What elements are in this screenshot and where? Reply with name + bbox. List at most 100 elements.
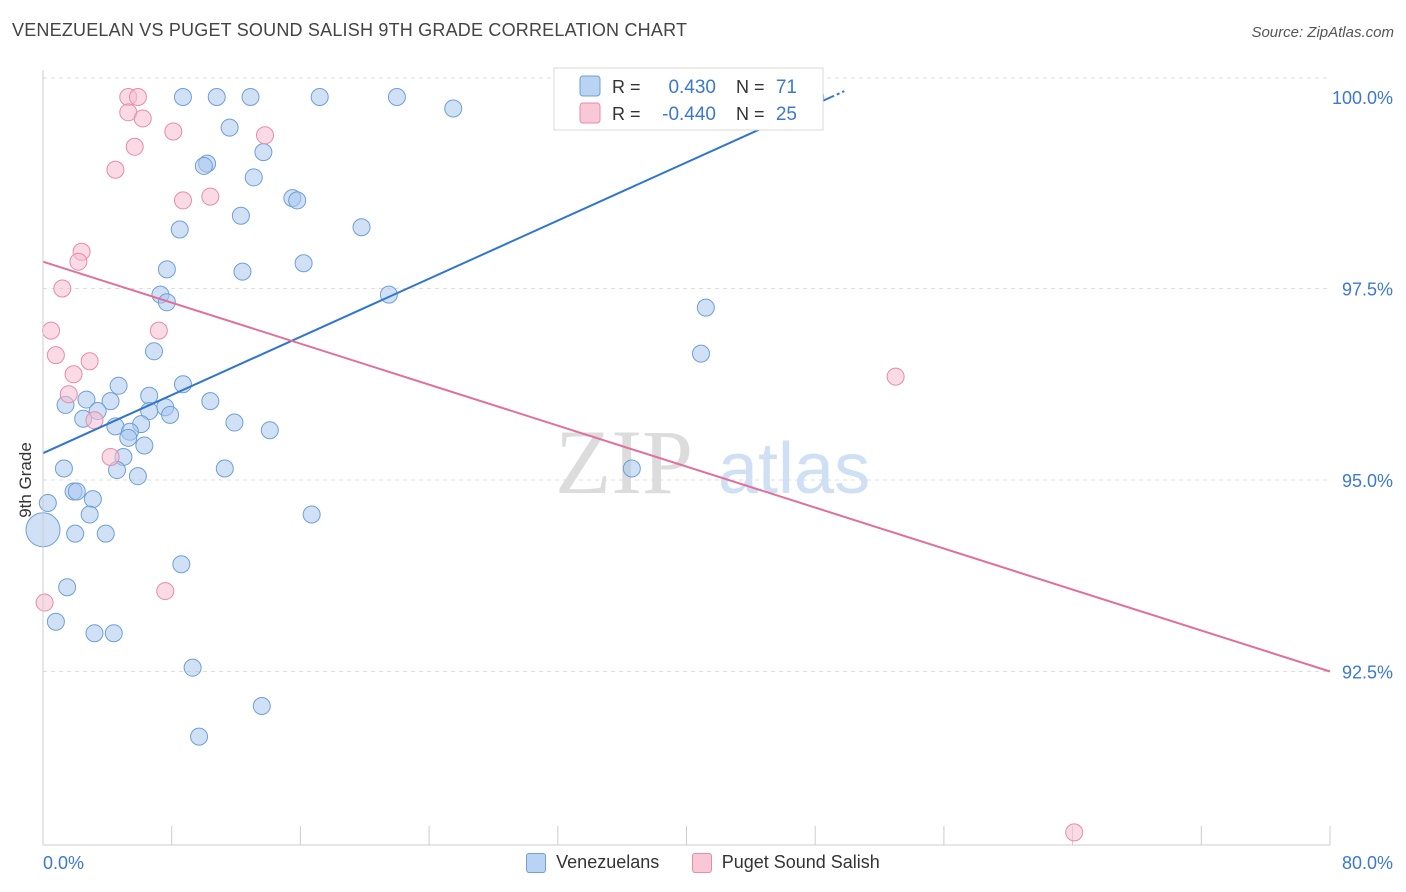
point-venezuelans-48 <box>215 459 234 478</box>
point-venezuelans-63 <box>85 624 104 643</box>
legend-swatch-venezuelans <box>526 852 547 873</box>
point-puget-21 <box>101 448 120 467</box>
point-puget-1 <box>128 88 147 106</box>
point-venezuelans-10 <box>194 156 213 175</box>
point-venezuelans-4 <box>387 88 406 106</box>
x-tick-label-max: 80.0% <box>1342 853 1393 873</box>
point-venezuelans-2 <box>241 88 260 106</box>
point-puget-15 <box>46 346 65 365</box>
point-venezuelans-15 <box>170 220 189 239</box>
point-puget-16 <box>80 352 99 371</box>
point-venezuelans-65 <box>183 658 202 677</box>
stats-r-value-1: 0.430 <box>668 77 716 98</box>
point-venezuelans-67 <box>190 727 209 746</box>
axis-layer <box>42 70 1330 846</box>
trend-line-puget <box>42 260 1331 673</box>
x-tick-layer <box>171 826 1331 845</box>
legend-item-venezuelans: Venezuelans <box>526 852 659 873</box>
stats-swatch-venezuelans <box>579 75 601 97</box>
point-venezuelans-29 <box>77 390 96 409</box>
point-venezuelans-33 <box>201 392 220 411</box>
y-axis-label: 9th Grade <box>16 442 35 518</box>
point-puget-9 <box>201 187 220 206</box>
y-tick-label-3: 100.0% <box>1332 88 1393 108</box>
point-venezuelans-0 <box>173 88 192 106</box>
point-puget-6 <box>125 137 144 156</box>
point-venezuelans-44 <box>135 436 154 455</box>
point-venezuelans-19 <box>294 254 313 273</box>
point-puget-19 <box>59 385 78 404</box>
point-venezuelans-58 <box>66 524 85 543</box>
stats-swatch-puget <box>579 102 601 124</box>
point-venezuelans-22 <box>157 293 176 312</box>
y-axis-label-wrap: 9th Grade <box>6 380 46 580</box>
stats-n-value-1: 71 <box>776 77 797 98</box>
point-venezuelans-50 <box>128 467 147 486</box>
point-puget-8 <box>173 191 192 210</box>
point-venezuelans-23 <box>696 298 715 317</box>
point-puget-5 <box>256 126 275 145</box>
point-venezuelans-3 <box>310 88 329 106</box>
y-tick-label-0: 92.5% <box>1342 663 1393 683</box>
point-venezuelans-53 <box>38 493 57 512</box>
x-tick-label-min: 0.0% <box>43 853 84 873</box>
point-puget-22 <box>156 582 175 601</box>
trend-line-venezuelans <box>42 96 832 455</box>
point-venezuelans-52 <box>67 482 86 501</box>
point-venezuelans-62 <box>46 612 65 631</box>
point-venezuelans-55 <box>302 505 321 524</box>
point-venezuelans-25 <box>691 344 710 363</box>
y-tick-label-1: 95.0% <box>1342 471 1393 491</box>
point-venezuelans-38 <box>225 413 244 432</box>
source-label: Source: ZipAtlas.com <box>1251 24 1394 41</box>
point-venezuelans-43 <box>119 428 138 447</box>
watermark-atlas: atlas <box>718 429 870 509</box>
point-venezuelans-26 <box>109 376 128 395</box>
point-venezuelans-59 <box>96 524 115 543</box>
point-venezuelans-24 <box>145 342 164 361</box>
point-puget-4 <box>164 122 183 141</box>
bottom-legend: Venezuelans Puget Sound Salish <box>0 852 1406 878</box>
stats-r-value-2: -0.440 <box>662 104 716 125</box>
y-tick-label-layer: 92.5% 95.0% 97.5% 100.0% <box>1332 88 1393 683</box>
point-venezuelans-54 <box>83 490 102 509</box>
point-venezuelans-56 <box>80 505 99 524</box>
point-venezuelans-5 <box>444 99 463 118</box>
stats-n-label-1: N = <box>736 77 765 97</box>
watermark: ZIP atlas <box>555 411 870 513</box>
point-venezuelans-7 <box>220 118 239 137</box>
point-puget-3 <box>133 109 152 128</box>
point-venezuelans-8 <box>254 143 273 162</box>
point-venezuelans-41 <box>260 421 279 440</box>
point-venezuelans-47 <box>54 459 73 478</box>
point-venezuelans-18 <box>233 262 252 281</box>
point-puget-11 <box>69 252 88 271</box>
stats-r-label-1: R = <box>612 77 641 97</box>
point-puget-7 <box>106 160 125 179</box>
point-puget-13 <box>42 321 61 340</box>
point-puget-24 <box>1065 823 1084 842</box>
legend-label-venezuelans: Venezuelans <box>556 852 660 872</box>
point-puget-14 <box>149 321 168 340</box>
points-layer <box>25 88 1084 842</box>
point-venezuelans-66 <box>252 696 271 715</box>
point-venezuelans-64 <box>104 624 123 643</box>
trend-layer <box>42 90 1331 673</box>
chart-title: VENEZUELAN VS PUGET SOUND SALISH 9TH GRA… <box>12 20 688 40</box>
point-puget-18 <box>886 367 905 386</box>
point-venezuelans-36 <box>161 405 180 424</box>
y-tick-label-2: 97.5% <box>1342 280 1393 300</box>
point-venezuelans-11 <box>244 168 263 187</box>
point-venezuelans-1 <box>207 88 226 106</box>
point-venezuelans-61 <box>58 578 77 597</box>
point-venezuelans-16 <box>352 218 371 237</box>
point-venezuelans-60 <box>172 555 191 574</box>
point-venezuelans-17 <box>157 260 176 279</box>
grid-layer <box>43 77 1330 672</box>
point-puget-17 <box>64 365 83 384</box>
stats-legend-box: R = 0.430 N = 71 R = -0.440 N = 25 <box>553 67 824 131</box>
legend-label-puget: Puget Sound Salish <box>721 852 880 872</box>
trend-line-venezuelans-extension <box>830 90 845 98</box>
legend-item-puget: Puget Sound Salish <box>691 852 880 873</box>
